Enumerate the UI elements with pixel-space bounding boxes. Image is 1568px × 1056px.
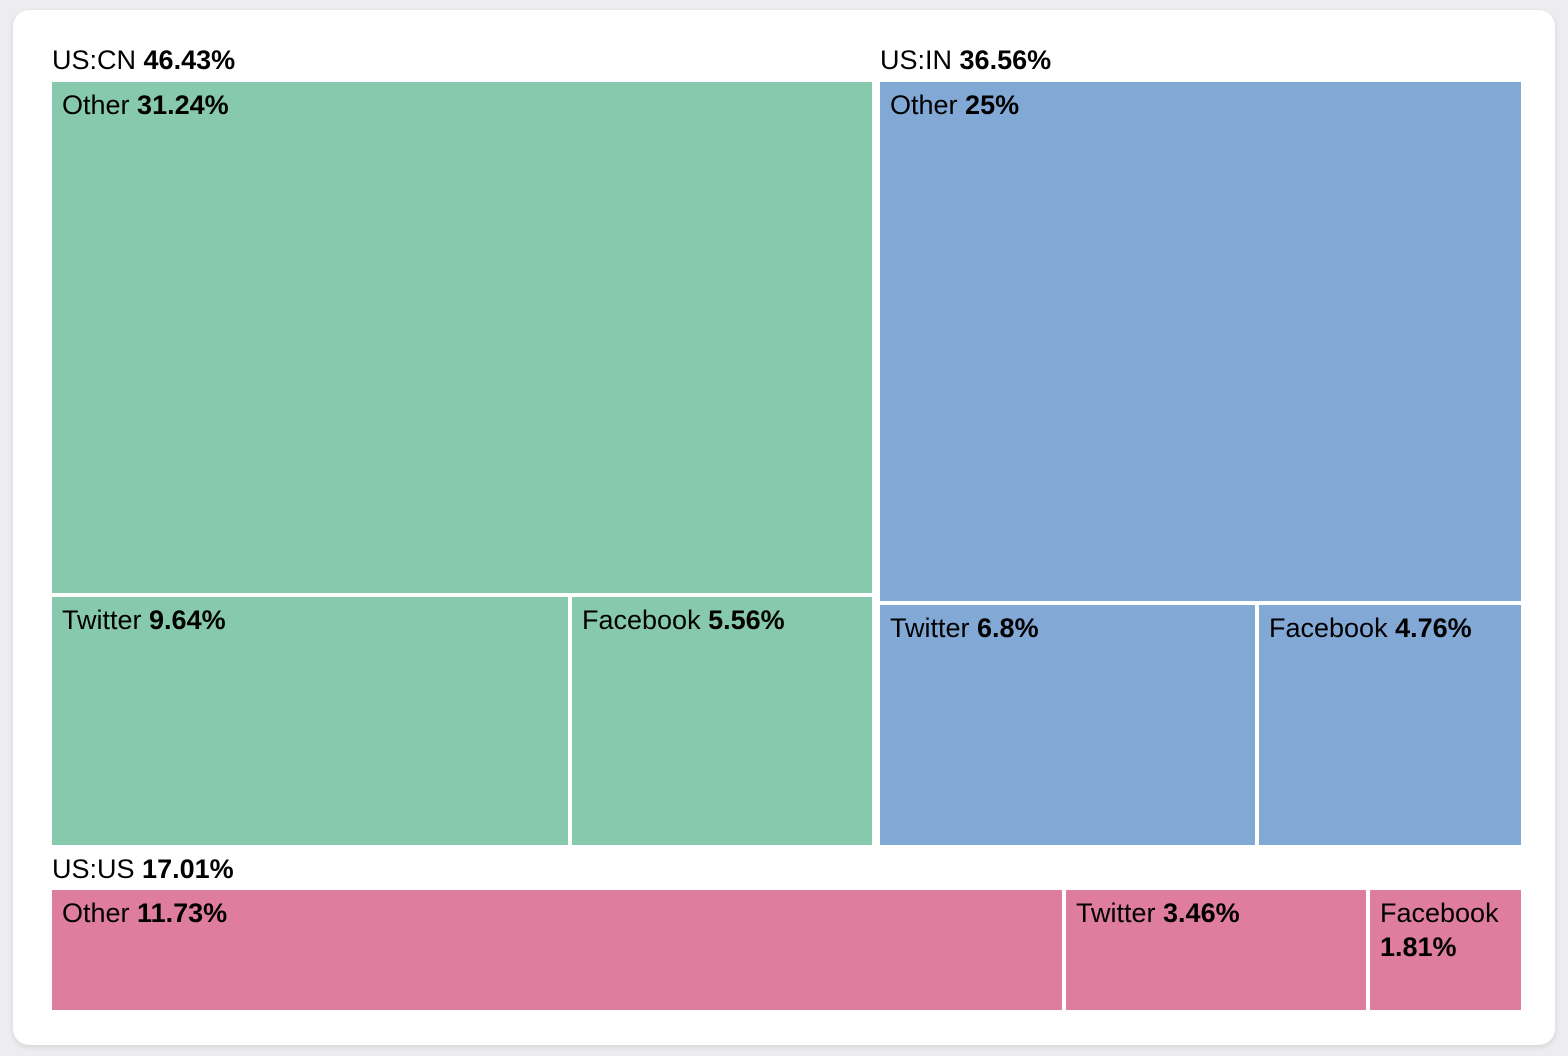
- group-value-us-cn: 46.43%: [143, 45, 236, 75]
- treemap-group-us-in: US:IN 36.56% Other 25% Twitter 6.8% Face…: [880, 44, 1521, 845]
- cell-label: Other 31.24%: [62, 90, 229, 120]
- treemap-cell-us-in-twitter[interactable]: Twitter 6.8%: [880, 605, 1255, 845]
- treemap-cell-us-us-facebook[interactable]: Facebook 1.81%: [1370, 890, 1521, 1010]
- treemap-cell-us-us-other[interactable]: Other 11.73%: [52, 890, 1062, 1010]
- group-value-us-us: 17.01%: [142, 854, 234, 884]
- cell-label: Facebook 1.81%: [1380, 898, 1499, 962]
- treemap-cell-us-us-twitter[interactable]: Twitter 3.46%: [1066, 890, 1366, 1010]
- treemap-cell-us-cn-facebook[interactable]: Facebook 5.56%: [572, 597, 872, 845]
- treemap-row-us-in-2: Twitter 6.8% Facebook 4.76%: [880, 605, 1521, 845]
- treemap-area-us-cn: Other 31.24% Twitter 9.64% Facebook 5.56…: [52, 82, 872, 845]
- cell-label: Facebook 4.76%: [1269, 613, 1472, 643]
- group-value-us-in: 36.56%: [959, 45, 1052, 75]
- cell-label: Twitter 6.8%: [890, 613, 1039, 643]
- treemap-cell-us-in-facebook[interactable]: Facebook 4.76%: [1259, 605, 1521, 845]
- treemap-top-row: US:CN 46.43% Other 31.24% Twitter 9.64% …: [52, 44, 1521, 845]
- cell-label: Other 25%: [890, 90, 1020, 120]
- group-label-us-us: US:US: [52, 854, 135, 884]
- group-label-us-in: US:IN: [880, 45, 953, 75]
- group-header-us-cn: US:CN 46.43%: [52, 44, 872, 76]
- treemap-area-us-in: Other 25% Twitter 6.8% Facebook 4.76%: [880, 82, 1521, 845]
- group-header-us-us: US:US 17.01%: [52, 853, 1521, 885]
- cell-label: Facebook 5.56%: [582, 605, 785, 635]
- group-header-us-in: US:IN 36.56%: [880, 44, 1521, 76]
- cell-label: Twitter 3.46%: [1076, 898, 1240, 928]
- cell-label: Other 11.73%: [62, 898, 228, 928]
- treemap-row-us-cn-2: Twitter 9.64% Facebook 5.56%: [52, 597, 872, 845]
- treemap-cell-us-in-other[interactable]: Other 25%: [880, 82, 1521, 601]
- treemap-group-us-cn: US:CN 46.43% Other 31.24% Twitter 9.64% …: [52, 44, 872, 845]
- treemap-card: US:CN 46.43% Other 31.24% Twitter 9.64% …: [13, 10, 1555, 1045]
- treemap-cell-us-cn-twitter[interactable]: Twitter 9.64%: [52, 597, 568, 845]
- cell-label: Twitter 9.64%: [62, 605, 226, 635]
- treemap-group-us-us: US:US 17.01% Other 11.73% Twitter 3.46% …: [52, 853, 1521, 1010]
- treemap-area-us-us: Other 11.73% Twitter 3.46% Facebook 1.81…: [52, 890, 1521, 1010]
- treemap-cell-us-cn-other[interactable]: Other 31.24%: [52, 82, 872, 593]
- group-label-us-cn: US:CN: [52, 45, 137, 75]
